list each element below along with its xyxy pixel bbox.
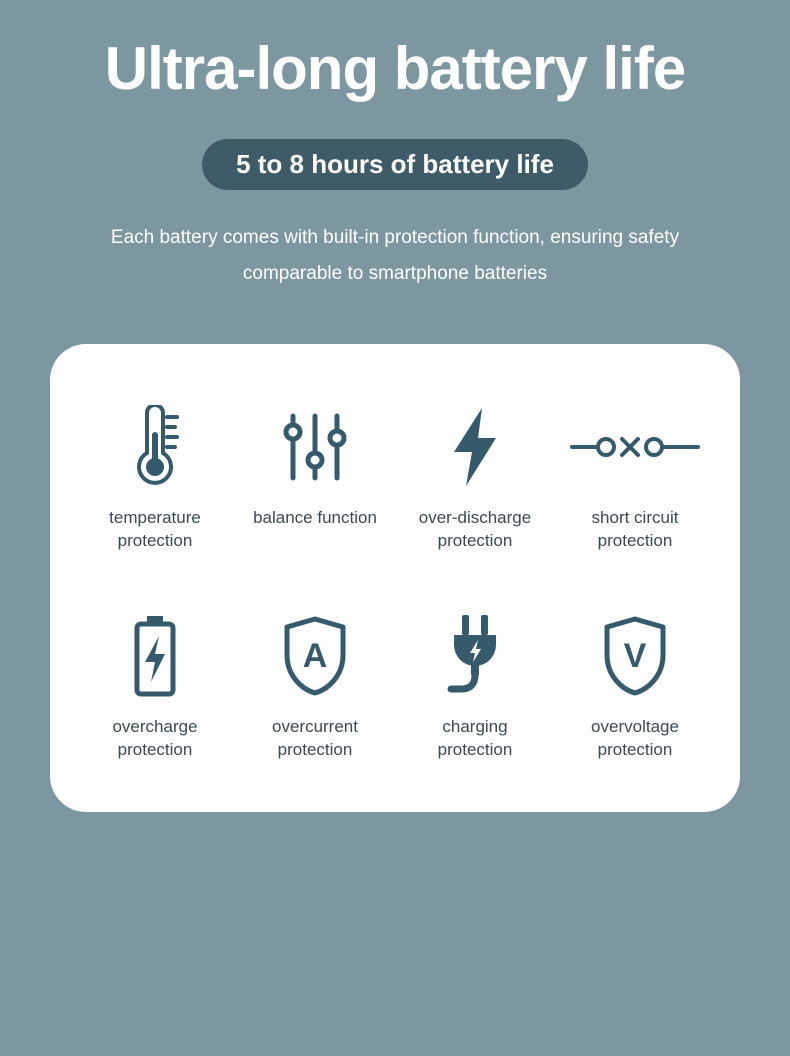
highlight-pill: 5 to 8 hours of battery life: [202, 139, 588, 190]
shield-a-icon: A: [279, 613, 351, 698]
feature-item: A overcurrent protection: [240, 613, 390, 762]
feature-item: V overvoltage protection: [560, 613, 710, 762]
subtitle-text: Each battery comes with built-in protect…: [75, 220, 715, 292]
battery-bolt-icon: [131, 613, 179, 698]
feature-item: overcharge protection: [80, 613, 230, 762]
feature-label: overcharge protection: [112, 716, 197, 762]
feature-label: charging protection: [438, 716, 513, 762]
oxo-icon: [570, 404, 700, 489]
shield-v-icon: V: [599, 613, 671, 698]
feature-label: overvoltage protection: [591, 716, 679, 762]
features-card: temperature protection balance function …: [50, 344, 740, 812]
thermometer-icon: [127, 404, 183, 489]
feature-label: overcurrent protection: [272, 716, 358, 762]
page: Ultra-long battery life 5 to 8 hours of …: [0, 0, 790, 1056]
page-title: Ultra-long battery life: [105, 34, 685, 103]
bolt-icon: [446, 404, 504, 489]
feature-label: over-discharge protection: [419, 507, 531, 553]
plug-icon: [442, 613, 508, 698]
feature-label: temperature protection: [109, 507, 201, 553]
feature-item: over-discharge protection: [400, 404, 550, 553]
feature-item: balance function: [240, 404, 390, 553]
feature-item: charging protection: [400, 613, 550, 762]
feature-label: balance function: [253, 507, 377, 530]
svg-text:V: V: [624, 637, 647, 675]
feature-item: short circuit protection: [560, 404, 710, 553]
feature-label: short circuit protection: [592, 507, 679, 553]
svg-text:A: A: [303, 637, 328, 675]
feature-item: temperature protection: [80, 404, 230, 553]
sliders-icon: [279, 404, 351, 489]
